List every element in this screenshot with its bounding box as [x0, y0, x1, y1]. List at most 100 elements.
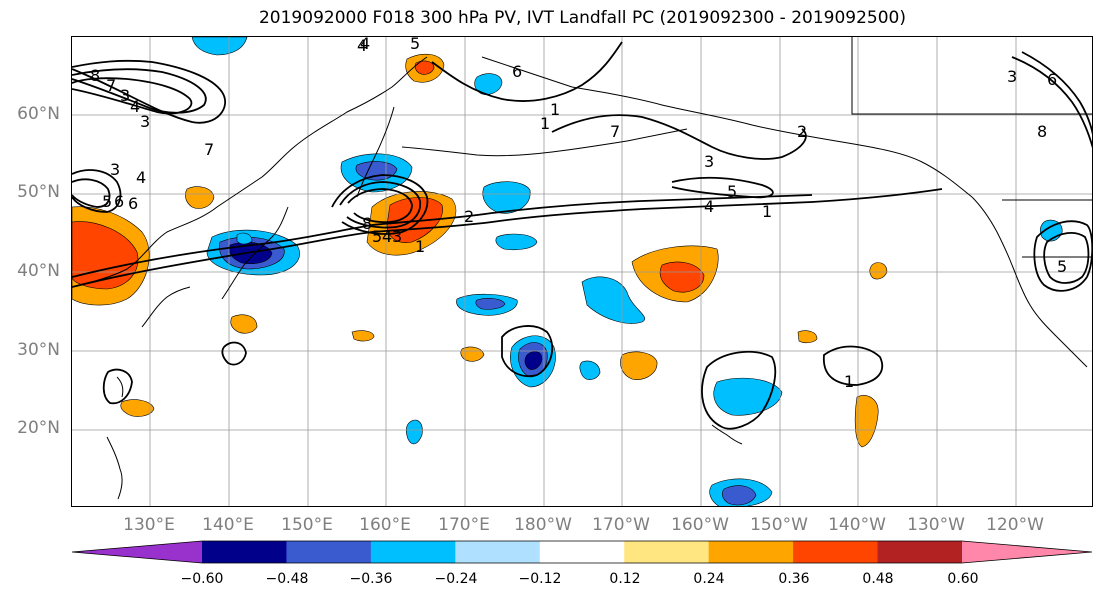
- colorbar-outline: [71, 540, 1093, 564]
- contour-label-15: 4: [382, 227, 392, 246]
- lat-label-30n: 30°N: [17, 340, 60, 360]
- figure-title: 2019092000 F018 300 hPa PV, IVT Landfall…: [258, 8, 906, 28]
- colorbar-segment-7: [708, 541, 794, 563]
- coast-hawaii: [711, 424, 743, 445]
- colorbar-segment-4: [455, 541, 541, 563]
- anomaly-negative-alaska: [474, 73, 503, 95]
- colorbar-tick-neg060: −0.60: [180, 571, 224, 587]
- lon-label-130w: 130°W: [907, 515, 965, 535]
- colorbar-tick-036: 0.36: [778, 571, 810, 587]
- pv-contour-1: [72, 188, 943, 288]
- lon-label-180w: 180°W: [514, 515, 572, 535]
- pv-contours: [72, 41, 1092, 430]
- coast-alaska: [481, 56, 973, 198]
- lon-label-140e: 140°E: [202, 515, 254, 535]
- contour-label-29: 1: [762, 202, 772, 221]
- contour-label-32: 8: [1037, 122, 1047, 141]
- contour-label-14: 5: [372, 227, 382, 246]
- anomaly-negative-small-1: [482, 181, 531, 214]
- contour-label-7: 3: [110, 160, 120, 179]
- contour-label-9: 6: [114, 192, 124, 211]
- anomaly-negative-small-7: [405, 419, 423, 445]
- anomaly-negative-small-5-core: [722, 485, 757, 506]
- lon-label-170e: 170°E: [438, 515, 490, 535]
- pv-contour-9: [431, 41, 623, 102]
- pv-contour-7: [339, 181, 422, 229]
- contour-label-10: 5: [102, 192, 112, 211]
- contour-label-24: 1: [540, 114, 550, 133]
- anomaly-negative-small-9: [236, 232, 253, 245]
- anomaly-negative-small-6: [495, 233, 538, 251]
- colorbar-segment-5: [539, 541, 625, 563]
- coast-asia: [72, 56, 428, 288]
- lat-label-50n: 50°N: [17, 182, 60, 202]
- contour-label-23: 7: [610, 122, 620, 141]
- anomaly-positive-small-6: [869, 262, 888, 280]
- colorbar-segment-1: [202, 541, 287, 563]
- anomaly-positive-central-core: [659, 261, 705, 293]
- anomaly-negative-small-3: [581, 276, 645, 324]
- anomaly-negative-small-4: [713, 377, 783, 416]
- coastlines: [72, 37, 1092, 500]
- contour-label-12: 7: [204, 140, 214, 159]
- contour-label-25: 5: [727, 182, 737, 201]
- colorbar-tick-048: 0.48: [862, 571, 894, 587]
- pv-contour-16: [501, 325, 554, 377]
- colorbar-segment-9: [877, 541, 963, 563]
- contour-label-4: 3: [120, 86, 130, 105]
- contour-label-19: 4: [360, 37, 370, 53]
- contour-label-2: 8: [90, 66, 100, 85]
- colorbar-segment-8: [793, 541, 879, 563]
- contour-label-6: 3: [140, 112, 150, 131]
- anomaly-positive-small-7: [797, 330, 818, 344]
- lon-label-150e: 150°E: [281, 515, 333, 535]
- map-panel: 4 8 7 3 4 3 3 4 6 5 6 7 8 5 4 3 1 2 4 5 …: [71, 36, 1093, 507]
- contour-label-17: 1: [415, 237, 425, 256]
- pv-contour-13: [1021, 51, 1092, 135]
- pv-contour-3: [72, 59, 227, 124]
- colorbar: [70, 540, 1094, 568]
- colorbar-extend-min: [72, 541, 202, 563]
- anomaly-positive-small-9: [460, 346, 485, 362]
- contour-label-1: 4: [357, 37, 367, 55]
- coast-aleutians: [401, 128, 688, 157]
- lat-label-20n: 20°N: [17, 418, 60, 438]
- pv-contour-21: [72, 169, 122, 213]
- coast-na-west: [971, 196, 1088, 368]
- anomaly-positive-small-2: [854, 395, 879, 448]
- graticule: [72, 37, 1092, 506]
- pv-contour-20: [221, 341, 247, 366]
- colorbar-tick-012: 0.12: [609, 571, 641, 587]
- contour-label-13: 8: [362, 214, 372, 233]
- contour-label-34: 1: [844, 372, 854, 391]
- pv-contour-8: [347, 188, 413, 224]
- anomaly-negative-dateline-core: [524, 351, 543, 370]
- colorbar-tick-neg012: −0.12: [518, 571, 562, 587]
- lon-label-170w: 170°W: [592, 515, 650, 535]
- anomaly-positive-small-8: [351, 330, 375, 342]
- contour-label-28: 2: [797, 122, 807, 141]
- pv-contour-15: [1043, 231, 1090, 284]
- colorbar-tick-060: 0.60: [947, 571, 979, 587]
- coast-taiwan: [116, 376, 124, 398]
- pv-contour-19: [102, 368, 133, 405]
- pv-contour-18: [823, 345, 884, 386]
- anomaly-negative-small-8: [579, 360, 601, 380]
- lon-label-130e: 130°E: [123, 515, 175, 535]
- lat-label-60n: 60°N: [17, 104, 60, 124]
- contour-label-3: 7: [106, 76, 116, 95]
- pv-contour-14: [1033, 220, 1092, 292]
- colorbar-tick-neg036: −0.36: [349, 571, 393, 587]
- contour-label-31: 6: [1047, 70, 1057, 89]
- colorbar-tick-neg024: −0.24: [434, 571, 478, 587]
- colorbar-extend-max: [962, 541, 1092, 563]
- lon-label-120w: 120°W: [986, 515, 1044, 535]
- anomaly-positive-bering-core: [414, 60, 435, 75]
- contour-label-8: 4: [136, 168, 146, 187]
- pv-contour-2: [72, 194, 813, 278]
- lon-label-160w: 160°W: [671, 515, 729, 535]
- colorbar-segment-3: [370, 541, 456, 563]
- contour-labels: 4 8 7 3 4 3 3 4 6 5 6 7 8 5 4 3 1 2 4 5 …: [90, 37, 1067, 391]
- pv-contour-6: [331, 174, 429, 235]
- lon-label-160e: 160°E: [359, 515, 411, 535]
